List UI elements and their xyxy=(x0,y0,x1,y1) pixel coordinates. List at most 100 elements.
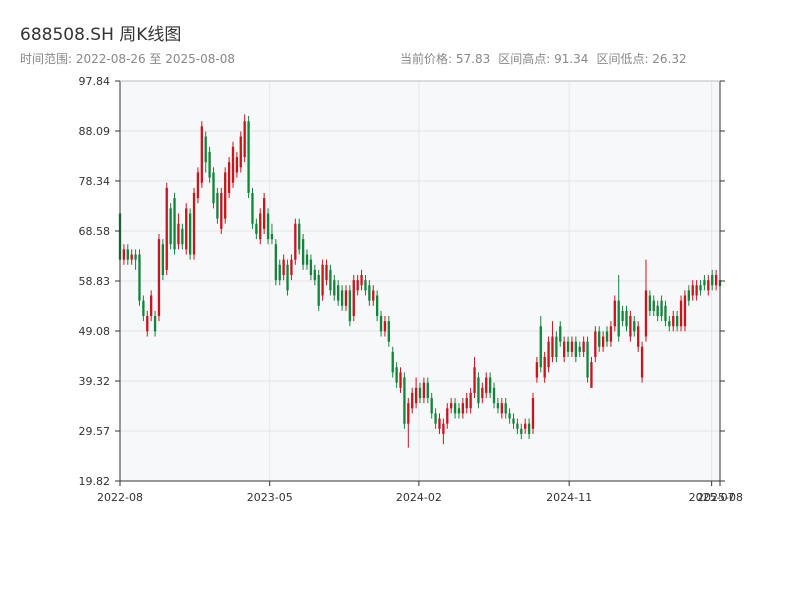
candle-body xyxy=(434,413,437,424)
candle-body xyxy=(637,326,640,347)
y-tick-label: 58.83 xyxy=(79,275,111,288)
candle-body xyxy=(204,136,207,163)
candle-body xyxy=(188,213,192,255)
candle-body xyxy=(403,377,406,424)
candle-body xyxy=(216,192,219,219)
candle-body xyxy=(473,367,476,393)
candle-body xyxy=(582,341,585,352)
candle-body xyxy=(407,403,410,424)
candle-body xyxy=(430,398,433,414)
candle-body xyxy=(613,300,616,327)
candle-body xyxy=(387,321,390,342)
candle-body xyxy=(707,280,710,291)
candle-body xyxy=(481,387,484,399)
candle-body xyxy=(660,300,663,317)
candle-body xyxy=(411,392,414,409)
candle-body xyxy=(683,295,687,327)
candle-body xyxy=(337,285,340,301)
candle-body xyxy=(426,382,429,399)
candle-body xyxy=(235,157,239,173)
candle-body xyxy=(301,239,305,265)
candle-body xyxy=(278,264,281,281)
candle-body xyxy=(547,341,550,368)
candle-body xyxy=(130,254,133,260)
candle-body xyxy=(298,223,301,250)
y-tick-label: 39.32 xyxy=(79,375,111,388)
candle-body xyxy=(173,198,176,250)
candle-body xyxy=(621,310,624,322)
candle-body xyxy=(348,290,352,322)
candle-body xyxy=(438,418,441,429)
candle-body xyxy=(551,336,554,358)
candle-body xyxy=(461,403,465,414)
candle-body xyxy=(251,192,254,224)
candle-body xyxy=(255,223,258,234)
candle-body xyxy=(360,275,363,286)
candle-body xyxy=(414,387,418,404)
candle-body xyxy=(247,121,250,193)
candle-body xyxy=(305,254,309,265)
candle-body xyxy=(524,423,527,429)
candle-body xyxy=(590,362,593,388)
candle-body xyxy=(169,208,172,245)
candle-body xyxy=(372,290,375,301)
candle-body xyxy=(516,423,519,429)
candle-body xyxy=(691,285,694,296)
candle-body xyxy=(146,316,149,332)
candle-body xyxy=(543,357,546,378)
candle-body xyxy=(165,187,168,270)
candle-body xyxy=(535,362,539,378)
candle-body xyxy=(633,321,636,332)
candle-body xyxy=(329,269,332,291)
candle-body xyxy=(656,305,659,317)
candle-body xyxy=(477,377,480,404)
candle-body xyxy=(153,316,157,332)
candle-body xyxy=(609,326,613,342)
candle-body xyxy=(442,423,445,434)
candle-body xyxy=(574,341,578,358)
candle-body xyxy=(196,172,200,199)
candle-body xyxy=(450,403,453,409)
candle-body xyxy=(668,321,671,327)
y-tick-label: 29.57 xyxy=(79,425,111,438)
x-tick-label: 2022-08 xyxy=(97,491,143,504)
candle-body xyxy=(294,223,297,260)
candle-body xyxy=(485,377,488,393)
y-tick-label: 68.58 xyxy=(79,225,111,238)
x-tick-label: 2023-05 xyxy=(247,491,293,504)
candle-body xyxy=(224,172,227,219)
candle-body xyxy=(356,280,359,291)
candle-body xyxy=(126,249,129,260)
candle-body xyxy=(695,285,698,296)
candle-body xyxy=(640,346,644,378)
candle-body xyxy=(185,208,188,250)
candle-body xyxy=(578,346,581,352)
y-tick-label: 49.08 xyxy=(79,325,111,338)
candle-body xyxy=(192,192,196,255)
candle-body xyxy=(496,403,500,409)
candle-body xyxy=(259,213,262,240)
candle-body xyxy=(457,408,461,414)
candle-body xyxy=(340,290,344,306)
candle-body xyxy=(586,341,589,378)
y-tick-label: 97.84 xyxy=(79,75,111,88)
y-tick-label: 78.34 xyxy=(79,175,111,188)
candle-body xyxy=(617,300,620,337)
candle-body xyxy=(391,351,394,373)
candle-body xyxy=(446,408,449,424)
candle-body xyxy=(395,367,398,383)
candle-body xyxy=(520,428,523,434)
candle-body xyxy=(675,316,679,327)
candle-body xyxy=(243,121,246,158)
candle-body xyxy=(598,331,601,347)
candle-body xyxy=(266,213,270,240)
candle-body xyxy=(465,398,468,409)
candle-body xyxy=(699,285,702,291)
candle-body xyxy=(220,192,223,229)
candle-body xyxy=(157,239,161,317)
x-tick-label: 2025-08 xyxy=(697,491,743,504)
candle-body xyxy=(527,423,531,434)
candle-body xyxy=(555,336,558,358)
candle-body xyxy=(679,300,683,327)
